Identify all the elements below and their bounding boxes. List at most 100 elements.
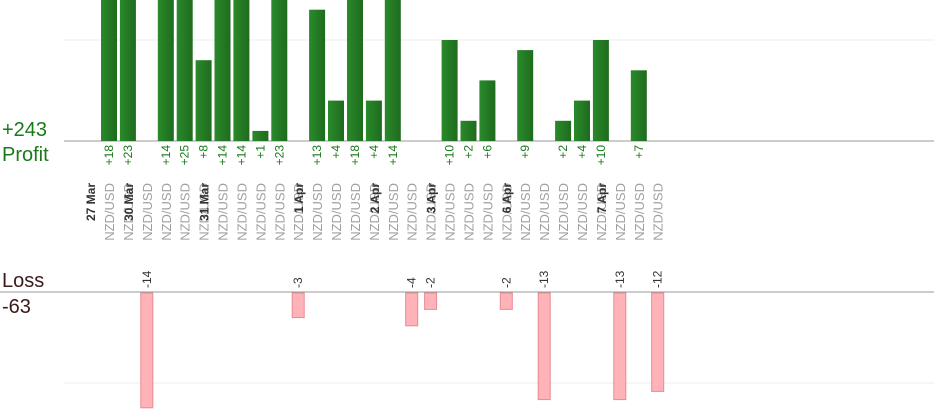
pair-label: NZD/USD [310, 183, 325, 241]
profit-bar [214, 0, 231, 141]
pair-label: NZD/USD [178, 183, 193, 241]
loss-bar [537, 292, 551, 401]
pair-label: NZD/USD [575, 183, 590, 241]
profit-value-label: +9 [518, 145, 532, 159]
profit-value-label: +23 [272, 145, 286, 166]
profit-value-label: +8 [197, 145, 211, 159]
profit-bar [630, 70, 647, 141]
loss-bar [613, 292, 627, 401]
loss-bar [291, 292, 305, 319]
profit-value-label: +10 [594, 145, 608, 166]
loss-value-label: -3 [291, 277, 305, 288]
profit-bar [347, 0, 363, 141]
loss-bar [140, 292, 154, 409]
profit-value-label: +7 [632, 145, 646, 159]
profit-bar [479, 80, 496, 141]
pair-label: NZD/USD [234, 183, 249, 241]
date-label: 3 Apr [425, 183, 439, 214]
date-label: 2 Apr [368, 183, 382, 214]
pair-label: NZD/USD [253, 183, 268, 241]
profit-value-label: +10 [443, 145, 457, 166]
profit-label: Profit [2, 144, 49, 166]
profit-value-label: +4 [329, 145, 343, 159]
profit-value-label: +14 [159, 145, 173, 166]
pair-label: NZD/USD [367, 183, 382, 241]
profit-bar [460, 120, 477, 141]
pair-label: NZD/USD [632, 183, 647, 241]
pair-label: NZD/USD [499, 183, 514, 241]
profit-bar [441, 40, 458, 141]
loss-bar [424, 292, 438, 310]
profit-bar [271, 0, 288, 141]
pair-label: NZD/USD [405, 183, 420, 241]
profit-value-label: +23 [121, 145, 135, 166]
loss-bar [651, 292, 665, 392]
date-label: 1 Apr [292, 183, 306, 214]
pair-label: NZD/USD [594, 183, 609, 241]
profit-bar [252, 130, 269, 141]
value-labels: +18 +23 -14 +14 +25 +8 +14 +14 +1 +23 -3 +13 +4 +18 +4… [102, 145, 665, 288]
loss-value-label: -12 [651, 270, 665, 288]
pair-label: NZD/USD [613, 183, 628, 241]
profit-value-label: +25 [178, 145, 192, 166]
profit-bar [309, 9, 326, 142]
loss-value-label: -2 [499, 277, 513, 288]
profit-bar [517, 50, 534, 141]
profit-bar [101, 0, 117, 141]
profit-bar [328, 100, 344, 141]
profit-value-label: +13 [310, 145, 324, 166]
pair-label: NZD/USD [443, 183, 458, 241]
pair-label: NZD/USD [159, 183, 174, 241]
pair-label: NZD/USD [197, 183, 212, 241]
profit-value-label: +1 [253, 145, 267, 159]
profit-total: +243 [2, 119, 48, 141]
profit-value-label: +2 [462, 145, 476, 159]
profit-bar [574, 100, 590, 141]
pair-label: NZD/USD [386, 183, 401, 241]
pair-label: NZD/USD [424, 183, 439, 241]
profit-bar [365, 100, 382, 141]
loss-bar [499, 292, 513, 310]
profit-value-label: +4 [367, 145, 381, 159]
profit-bar [233, 0, 250, 141]
loss-label: Loss [2, 270, 45, 292]
pair-label: NZD/USD [329, 183, 344, 241]
pair-label: NZD/USD [348, 183, 363, 241]
profit-value-label: +18 [102, 145, 116, 166]
pair-label: NZD/USD [102, 183, 117, 241]
date-label: 6 Apr [500, 183, 514, 214]
pair-label: NZD/USD [480, 183, 495, 241]
profit-bar [592, 40, 609, 141]
date-label: 7 Apr [595, 183, 609, 214]
profit-bar [384, 0, 401, 141]
pair-label: NZD/USD [216, 183, 231, 241]
pair-label: NZD/USD [537, 183, 552, 241]
profit-value-label: +14 [216, 145, 230, 166]
profit-value-label: +14 [386, 145, 400, 166]
loss-bar [405, 292, 419, 327]
pair-label: NZD/USD [121, 183, 136, 241]
profit-bar [555, 120, 572, 141]
date-label: 27 Mar [84, 183, 98, 221]
profit-bar [195, 60, 212, 142]
pair-label: NZD/USD [140, 183, 155, 241]
date-label: 31 Mar [198, 183, 212, 221]
loss-value-label: -13 [613, 270, 627, 288]
loss-value-label: -2 [424, 277, 438, 288]
loss-value-label: -4 [405, 277, 419, 288]
pair-label: NZD/USD [518, 183, 533, 241]
profit-bar [157, 0, 174, 141]
pair-label: NZD/USD [272, 183, 287, 241]
pair-label: NZD/USD [651, 183, 666, 241]
profit-value-label: +6 [480, 145, 494, 159]
profit-value-label: +4 [575, 145, 589, 159]
pair-label: NZD/USD [462, 183, 477, 241]
pair-label: NZD/USD [556, 183, 571, 241]
profit-value-label: +14 [234, 145, 248, 166]
profit-bar [176, 0, 193, 141]
loss-value-label: -13 [537, 270, 551, 288]
pair-label: NZD/USD [291, 183, 306, 241]
profit-bar [119, 0, 136, 141]
